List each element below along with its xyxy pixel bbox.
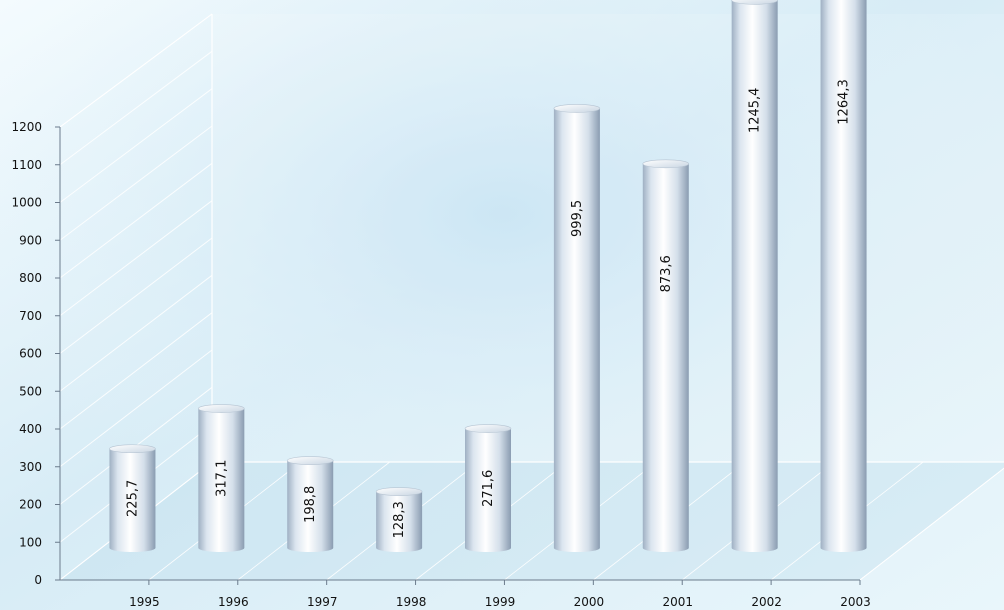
bar: 999,5 xyxy=(553,104,601,552)
y-tick-label: 600 xyxy=(19,347,42,361)
bar-data-label: 317,1 xyxy=(214,460,229,497)
axes xyxy=(55,14,1004,585)
y-tick-label: 800 xyxy=(19,271,42,285)
bar: 198,8 xyxy=(286,456,334,552)
gridline xyxy=(59,50,213,166)
gridline xyxy=(59,312,213,430)
bar-body xyxy=(109,448,156,552)
x-tick-label: 2003 xyxy=(840,595,871,609)
y-tick-label: 1100 xyxy=(11,158,42,172)
bar-data-label: 1264,3 xyxy=(837,79,852,125)
bar-cap xyxy=(731,0,778,5)
x-tick-label: 1995 xyxy=(129,595,160,609)
bar: 1264,3 xyxy=(820,0,867,552)
bar-cap xyxy=(375,487,423,496)
bar-cap xyxy=(198,404,245,413)
bar-data-label: 873,6 xyxy=(659,255,674,292)
y-tick-label: 1000 xyxy=(11,196,42,210)
bar-cap xyxy=(642,159,690,169)
bar-cap xyxy=(464,424,512,433)
floor-gridline xyxy=(859,467,1004,581)
gridline xyxy=(59,88,213,203)
y-tick-label: 1200 xyxy=(11,120,42,134)
bar: 317,1 xyxy=(198,404,245,552)
bar-cap xyxy=(286,456,334,465)
bar-body xyxy=(731,0,778,553)
gridline xyxy=(59,125,213,241)
y-tick-label: 200 xyxy=(19,498,42,512)
y-tick-label: 0 xyxy=(34,573,42,587)
x-tick-label: 1999 xyxy=(485,595,516,609)
y-tick-label: 900 xyxy=(19,233,42,247)
x-tick-label: 2000 xyxy=(574,595,605,609)
y-axis-tick-labels: 0 100 200 300 400 500 600 700 800 900 1000 1100 1200 xyxy=(11,120,42,587)
bar-data-label: 225,7 xyxy=(125,480,140,517)
bar: 873,6 xyxy=(642,159,690,552)
bar-data-label: 271,6 xyxy=(481,470,496,507)
x-tick-label: 1996 xyxy=(218,595,249,609)
x-tick-label: 2001 xyxy=(663,595,694,609)
x-tick-label: 1998 xyxy=(396,595,427,609)
gridline xyxy=(59,13,213,128)
bar: 128,3 xyxy=(375,487,423,552)
bar-cap xyxy=(109,444,156,454)
bar-data-label: 198,8 xyxy=(303,486,318,523)
gridline xyxy=(59,349,213,468)
bar-body xyxy=(820,0,867,552)
bar: 271,6 xyxy=(464,424,512,552)
y-tick-label: 100 xyxy=(19,535,42,549)
y-tick-label: 700 xyxy=(19,309,42,323)
gridline xyxy=(59,274,213,392)
bar-body xyxy=(287,460,334,552)
x-tick-label: 1997 xyxy=(307,595,338,609)
gridline xyxy=(59,200,213,317)
x-axis-tick-labels: 1995 1996 1997 1998 1999 2000 2001 2002 2003 xyxy=(129,595,871,609)
gridline xyxy=(59,162,213,279)
y-tick-label: 500 xyxy=(19,384,42,398)
y-tick-label: 400 xyxy=(19,422,42,436)
bar-data-label: 1245,4 xyxy=(748,88,763,134)
bar-body xyxy=(376,491,423,552)
bar-body xyxy=(198,408,245,552)
bars: 225,7 317,1 198,8 128,3 271,6 999,5 873,6 1245,… xyxy=(109,0,867,553)
bar-data-label: 999,5 xyxy=(570,200,585,237)
x-tick-label: 2002 xyxy=(751,595,782,609)
y-tick-label: 300 xyxy=(19,460,42,474)
bar-cap xyxy=(553,104,601,113)
bar-body xyxy=(642,163,689,552)
bar: 1245,4 xyxy=(731,0,778,553)
bar-body xyxy=(465,428,511,552)
gridline xyxy=(59,237,213,354)
bar-body xyxy=(553,108,600,552)
bar: 225,7 xyxy=(109,444,156,552)
bar-data-label: 128,3 xyxy=(392,501,407,538)
back-wall xyxy=(212,14,1004,462)
